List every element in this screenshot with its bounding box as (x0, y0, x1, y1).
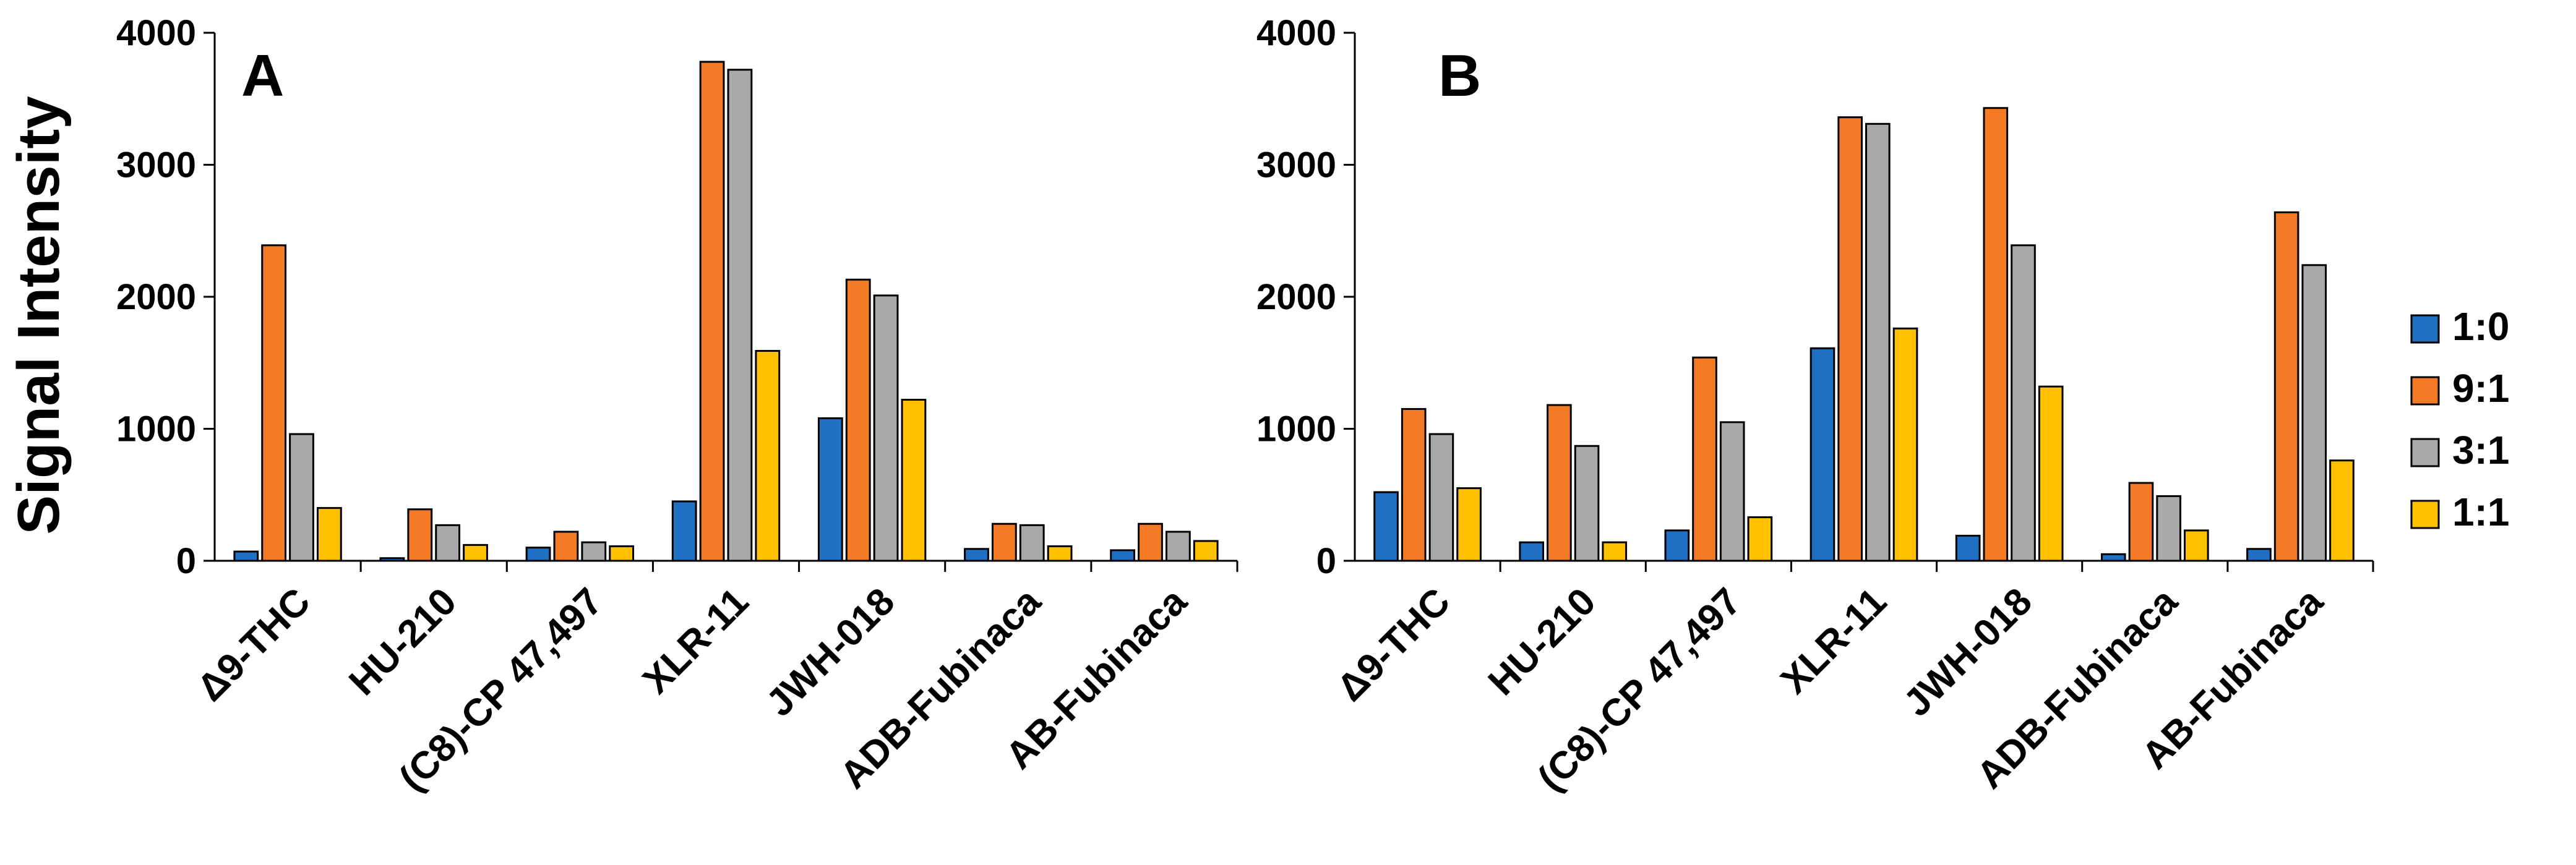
bar-9-1 (1692, 356, 1717, 562)
y-tick-label: 2000 (116, 277, 196, 317)
x-tick-label: HU-210 (1480, 580, 1604, 704)
bar-1-1 (2329, 459, 2355, 562)
bar-9-1 (1401, 407, 1427, 562)
bar-3-1 (1574, 445, 1600, 562)
bar-3-1 (1719, 421, 1745, 562)
bar-1-0 (1955, 534, 1981, 562)
legend-swatch (2410, 438, 2440, 467)
bar-1-1 (1456, 487, 1482, 562)
panel-letter: A (241, 43, 284, 109)
bar-1-0 (525, 547, 551, 562)
bar-1-0 (817, 417, 843, 562)
bar-1-1 (609, 545, 635, 562)
bar-9-1 (1138, 522, 1163, 562)
legend-label: 1:0 (2452, 304, 2510, 349)
bar-9-1 (699, 61, 725, 562)
bar-9-1 (845, 278, 871, 562)
bar-1-1 (1892, 327, 1918, 562)
bar-9-1 (553, 531, 579, 562)
bar-3-1 (1165, 531, 1191, 562)
bar-9-1 (2128, 482, 2154, 562)
bar-1-1 (901, 399, 927, 562)
bar-3-1 (581, 541, 607, 562)
x-tick-label: Δ9-THC (189, 580, 319, 709)
bar-3-1 (1865, 122, 1891, 562)
bar-1-0 (1810, 347, 1835, 562)
bar-1-0 (671, 500, 697, 562)
bar-1-1 (463, 543, 488, 562)
bar-3-1 (2011, 244, 2036, 562)
bar-9-1 (991, 522, 1017, 562)
legend-label: 1:1 (2452, 490, 2510, 534)
x-tick-label: XLR-11 (1772, 580, 1894, 702)
legend-label: 3:1 (2452, 428, 2510, 472)
bar-3-1 (289, 433, 314, 562)
bar-9-1 (261, 244, 287, 562)
legend-label: 9:1 (2452, 366, 2510, 411)
bar-1-1 (1193, 540, 1219, 562)
bar-1-0 (379, 557, 405, 562)
bar-9-1 (407, 508, 433, 562)
legend-swatch (2410, 376, 2440, 406)
y-tick-label: 3000 (1256, 145, 1336, 185)
y-tick-label: 4000 (1256, 13, 1336, 53)
bar-1-0 (233, 550, 259, 562)
bar-1-1 (1747, 516, 1773, 562)
bar-1-0 (1110, 549, 1136, 562)
x-tick-label: HU-210 (341, 580, 465, 704)
bar-3-1 (2156, 495, 2181, 562)
y-tick-label: 4000 (116, 13, 196, 53)
bar-1-0 (2246, 548, 2272, 562)
y-tick-label: 0 (1316, 541, 1336, 581)
bar-3-1 (1019, 524, 1045, 562)
bar-1-0 (1664, 529, 1690, 562)
bar-9-1 (1837, 116, 1863, 562)
y-tick-label: 3000 (116, 145, 196, 185)
bar-1-1 (2183, 529, 2209, 562)
x-tick-label: JWH-018 (1896, 580, 2040, 725)
bar-1-1 (1602, 541, 1628, 562)
bar-3-1 (1428, 433, 1454, 562)
y-tick-label: 1000 (1256, 409, 1336, 450)
panel-letter: B (1438, 43, 1481, 109)
y-tick-label: 1000 (116, 409, 196, 450)
bar-1-0 (964, 548, 989, 562)
bar-9-1 (1983, 107, 2009, 562)
bar-3-1 (873, 294, 899, 562)
bar-1-1 (316, 507, 342, 562)
legend: 1:0 9:1 3:1 1:1 (2410, 304, 2510, 534)
bar-3-1 (2301, 264, 2327, 562)
bar-1-1 (1047, 545, 1073, 562)
y-axis-label: Signal Intensity (6, 96, 72, 534)
bar-3-1 (727, 69, 753, 562)
bar-1-0 (1373, 491, 1399, 562)
bar-1-1 (755, 350, 781, 562)
bar-1-1 (2038, 385, 2064, 562)
x-tick-label: XLR-11 (635, 580, 757, 702)
bar-9-1 (2273, 211, 2299, 562)
bar-9-1 (1547, 404, 1572, 562)
x-tick-label: Δ9-THC (1329, 580, 1458, 709)
legend-swatch (2410, 500, 2440, 529)
x-tick-label: JWH-018 (758, 580, 903, 725)
bar-3-1 (435, 524, 461, 562)
bar-1-0 (1519, 541, 1545, 562)
y-tick-label: 0 (176, 541, 196, 581)
bar-1-0 (2100, 553, 2126, 562)
legend-swatch (2410, 314, 2440, 344)
y-tick-label: 2000 (1256, 277, 1336, 317)
